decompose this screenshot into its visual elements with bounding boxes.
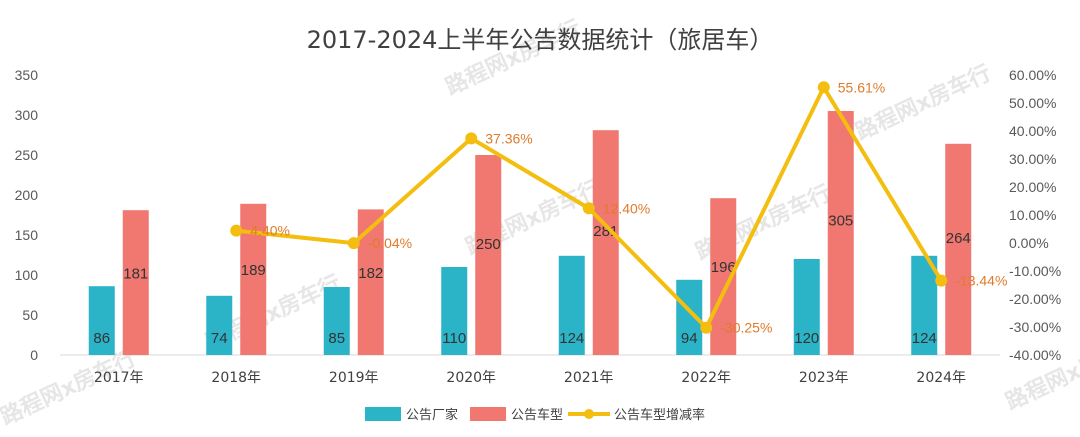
y-left-tick-label: 350: [15, 67, 39, 83]
y-left-tick-label: 100: [15, 267, 39, 283]
bar-data-label: 305: [828, 213, 853, 230]
rate-data-label: 12.40%: [603, 200, 650, 216]
rate-point: [347, 237, 360, 250]
x-tick-label: 2022年: [681, 370, 731, 386]
y-right-tick-label: -10.00%: [1009, 263, 1061, 279]
y-left-tick-label: 200: [15, 187, 39, 203]
rate-data-label: -13.44%: [955, 273, 1007, 289]
bar: [827, 111, 854, 355]
bar-data-label: 281: [593, 223, 618, 240]
y-left-tick-label: 250: [15, 147, 39, 163]
bar-data-label: 120: [794, 330, 819, 347]
watermark-layer: 路程网x房车行路程网x房车行路程网x房车行路程网x房车行路程网x房车行路程网x房…: [0, 15, 1080, 430]
x-tick-label: 2023年: [799, 370, 849, 386]
y-right-tick-label: 20.00%: [1009, 179, 1056, 195]
bar-data-label: 85: [328, 330, 345, 347]
rate-data-label: 55.61%: [838, 79, 885, 95]
y-right-tick-label: 10.00%: [1009, 207, 1056, 223]
bar: [945, 143, 972, 355]
legend-label: 公告厂家: [406, 407, 458, 423]
y-left-tick-label: 300: [15, 107, 39, 123]
bar: [206, 295, 233, 355]
rate-line: 4.40% -0.04% 37.36% 12.40% -30.25% 55.61% -13.…: [230, 79, 1007, 336]
bar-data-label: 86: [93, 330, 110, 347]
x-tick-label: 2021年: [564, 370, 614, 386]
y-right-tick-label: -20.00%: [1009, 291, 1061, 307]
bar: [793, 259, 820, 355]
y-right-tick-label: 40.00%: [1009, 123, 1056, 139]
bar: [323, 287, 350, 355]
rate-point: [582, 202, 595, 215]
bar-data-label: 189: [241, 262, 266, 279]
rate-point: [817, 81, 830, 94]
bar: [240, 203, 267, 355]
rate-point: [700, 321, 713, 334]
rate-data-label: 4.40%: [250, 223, 290, 239]
watermark-text: 路程网x房车行: [852, 60, 995, 145]
y-right-tick-label: 50.00%: [1009, 95, 1056, 111]
bar-data-label: 110: [442, 330, 466, 347]
y-left-tick-label: 0: [30, 347, 38, 363]
rate-data-label: -0.04%: [368, 235, 412, 251]
bar-data-label: 124: [912, 330, 937, 347]
y-right-tick-label: -30.00%: [1009, 319, 1061, 335]
x-tick-label: 2019年: [329, 370, 379, 386]
bar: [592, 130, 619, 355]
x-tick-label: 2018年: [211, 370, 261, 386]
legend-label: 公告车型增减率: [614, 407, 705, 423]
rate-point: [230, 224, 243, 237]
rate-point: [935, 274, 948, 287]
x-tick-label: 2024年: [916, 370, 966, 386]
legend: 公告厂家 公告车型 公告车型增减率: [365, 407, 705, 423]
bars: 86 181 74 189 85 182 110 250 124 281 94 196 120 305 12…: [88, 111, 972, 355]
y-left-tick-label: 150: [15, 227, 39, 243]
bar: [911, 255, 938, 355]
bar: [475, 155, 502, 355]
bar: [558, 255, 585, 355]
legend-label: 公告车型: [511, 407, 563, 423]
rate-data-label: -30.25%: [720, 320, 772, 336]
y-right-tick-label: 30.00%: [1009, 151, 1056, 167]
bar-data-label: 94: [681, 330, 698, 347]
bar-data-label: 264: [946, 230, 971, 247]
y-right-tick-label: -40.00%: [1009, 347, 1061, 363]
x-tick-label: 2020年: [446, 370, 496, 386]
bar-data-label: 181: [123, 265, 148, 282]
y-left-tick-label: 50: [22, 307, 38, 323]
bar-data-label: 124: [559, 330, 584, 347]
bar: [88, 286, 115, 355]
legend-marker: [584, 409, 594, 419]
watermark-text: 路程网x房车行: [1002, 330, 1080, 415]
bar-data-label: 74: [211, 330, 228, 347]
bar-data-label: 196: [711, 259, 736, 276]
legend-swatch: [470, 407, 506, 421]
rate-data-label: 37.36%: [485, 130, 532, 146]
axes: 0 50 100 150 200 250 300 350 -40.00% -30.00% -20.0…: [15, 67, 1062, 386]
y-right-tick-label: 0.00%: [1009, 235, 1049, 251]
watermark-text: 路程网x房车行: [0, 345, 140, 430]
rate-point: [465, 132, 478, 145]
x-tick-label: 2017年: [94, 370, 144, 386]
bar: [357, 209, 384, 355]
bar-data-label: 250: [476, 236, 501, 253]
bar: [441, 267, 468, 355]
chart-title: 2017-2024上半年公告数据统计（旅居车）: [307, 26, 774, 54]
bar: [122, 210, 149, 355]
legend-swatch: [365, 407, 401, 421]
bar-data-label: 182: [358, 265, 383, 282]
y-right-tick-label: 60.00%: [1009, 67, 1056, 83]
